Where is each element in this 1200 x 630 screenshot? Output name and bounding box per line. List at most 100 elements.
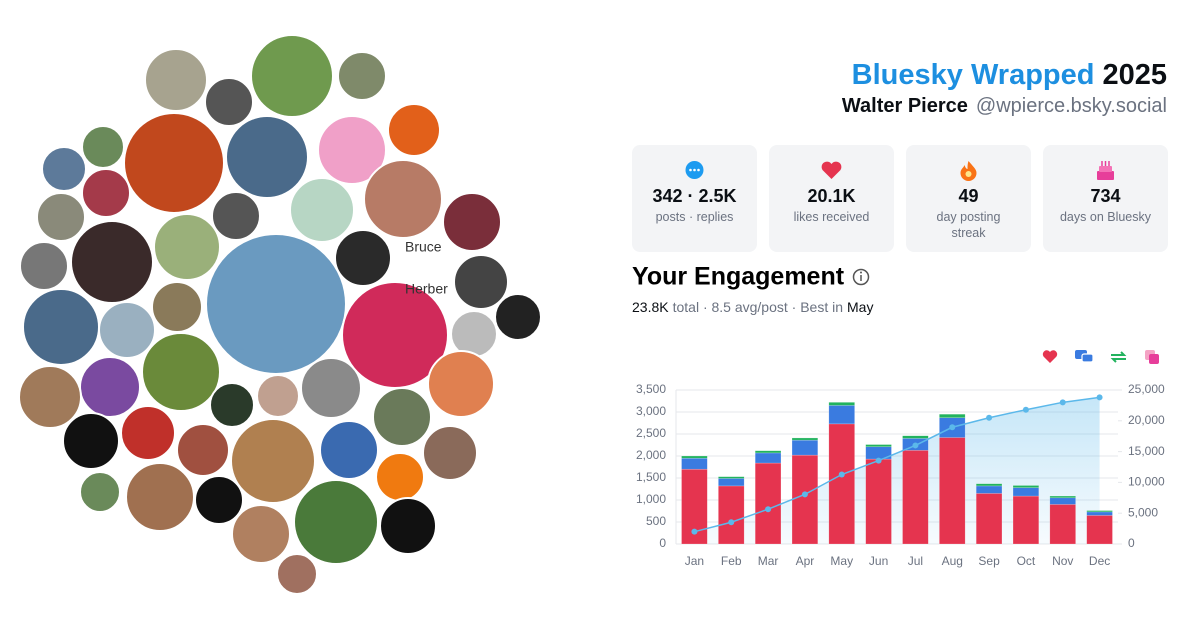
- avatar[interactable]: [153, 213, 221, 281]
- legend: [1042, 350, 1159, 364]
- avatar[interactable]: [144, 48, 208, 112]
- avatar[interactable]: [205, 233, 347, 375]
- avatar[interactable]: [276, 553, 318, 595]
- bar-segment: [791, 439, 819, 456]
- avatar[interactable]: [293, 479, 379, 565]
- legend-replies[interactable]: [1075, 350, 1094, 363]
- bar-segment: [1012, 487, 1040, 497]
- y-tick-label: 1,500: [636, 470, 666, 484]
- cumulative-point: [986, 414, 993, 421]
- avatar[interactable]: [141, 332, 221, 412]
- avatar[interactable]: [317, 115, 387, 185]
- bar-segment: [754, 452, 782, 464]
- bar-segment: [718, 478, 745, 487]
- avatar[interactable]: [209, 382, 255, 428]
- avatar-collage: [18, 34, 542, 595]
- info-icon[interactable]: [852, 268, 870, 286]
- avatar[interactable]: [372, 387, 432, 447]
- avatar[interactable]: [422, 425, 478, 481]
- avatar[interactable]: [98, 301, 156, 359]
- y-tick-label: 500: [646, 514, 666, 528]
- avatar[interactable]: [256, 374, 300, 418]
- x-tick-label: Jul: [908, 554, 923, 568]
- bar-segment: [939, 413, 966, 418]
- cumulative-point: [838, 471, 845, 478]
- avatar[interactable]: [211, 191, 261, 241]
- stat-card: 49 day posting streak: [906, 145, 1031, 252]
- stat-icon: [1097, 161, 1114, 180]
- cumulative-point: [691, 528, 698, 535]
- avatar[interactable]: [337, 51, 387, 101]
- bar-segment: [1049, 497, 1076, 505]
- avatar[interactable]: [120, 405, 176, 461]
- bar-segment: [902, 450, 929, 545]
- summary: 23.8K total · 8.5 avg/post · Best in May: [632, 299, 873, 315]
- avatar[interactable]: [289, 177, 355, 243]
- bar-segment: [681, 457, 708, 470]
- avatar[interactable]: [334, 229, 392, 287]
- bar-segment: [1012, 495, 1040, 545]
- bar-segment: [791, 437, 819, 441]
- avatar[interactable]: [250, 34, 334, 118]
- avatar[interactable]: [62, 412, 120, 470]
- x-tick-label: Apr: [796, 554, 815, 568]
- cumulative-point: [949, 424, 956, 431]
- stat-card: 734 days on Bluesky: [1043, 145, 1168, 252]
- stat-card: 20.1K likes received: [769, 145, 894, 252]
- avatar[interactable]: [231, 504, 291, 564]
- bar-segment: [754, 450, 782, 454]
- stat-label: day posting streak: [936, 210, 1001, 240]
- avatar[interactable]: [319, 420, 379, 480]
- title-year: 2025: [1102, 59, 1167, 91]
- avatar[interactable]: [442, 192, 502, 252]
- avatar[interactable]: [22, 288, 100, 366]
- avatar[interactable]: [41, 146, 87, 192]
- bar-segment: [828, 405, 855, 425]
- avatar[interactable]: [387, 103, 441, 157]
- avatar[interactable]: [19, 241, 69, 291]
- bar-segment: [828, 402, 855, 406]
- avatar[interactable]: [18, 365, 82, 429]
- legend-likes[interactable]: [1042, 350, 1058, 363]
- y2-tick-label: 15,000: [1128, 444, 1165, 458]
- avatar[interactable]: [70, 220, 154, 304]
- x-tick-label: Jan: [685, 554, 704, 568]
- avatar-alt-text: Bruce: [405, 239, 442, 255]
- legend-reposts[interactable]: [1110, 351, 1127, 363]
- avatar[interactable]: [125, 462, 195, 532]
- avatar[interactable]: [375, 452, 425, 502]
- avatar[interactable]: [225, 115, 309, 199]
- bar-segment: [1012, 485, 1040, 488]
- stat-value: 20.1K: [807, 186, 856, 206]
- avatar[interactable]: [450, 310, 498, 358]
- avatar[interactable]: [81, 168, 131, 218]
- cumulative-point: [1059, 399, 1066, 406]
- avatar[interactable]: [427, 350, 495, 418]
- avatar[interactable]: [81, 125, 125, 169]
- y-tick-label: 2,000: [636, 448, 666, 462]
- y2-tick-label: 10,000: [1128, 475, 1165, 489]
- bar-segment: [865, 444, 892, 448]
- avatar[interactable]: [363, 159, 443, 239]
- avatar[interactable]: [230, 418, 316, 504]
- avatar[interactable]: [123, 112, 225, 214]
- avatar[interactable]: [194, 475, 244, 525]
- bar-segment: [975, 483, 1003, 487]
- x-tick-label: Sep: [978, 554, 1000, 568]
- avatar[interactable]: [79, 471, 121, 513]
- avatar[interactable]: [151, 281, 203, 333]
- avatar[interactable]: [36, 192, 86, 242]
- avatar[interactable]: [453, 254, 509, 310]
- avatar[interactable]: [300, 357, 362, 419]
- bar-segment: [828, 423, 855, 545]
- avatar[interactable]: [204, 77, 254, 127]
- avatar[interactable]: [379, 497, 437, 555]
- avatar[interactable]: [494, 293, 542, 341]
- stat-label: posts · replies: [655, 210, 734, 224]
- avatar[interactable]: [79, 356, 141, 418]
- bar-segment: [865, 458, 892, 545]
- legend-quotes[interactable]: [1145, 350, 1159, 364]
- stat-value: 49: [958, 186, 979, 206]
- avatar[interactable]: [176, 423, 230, 477]
